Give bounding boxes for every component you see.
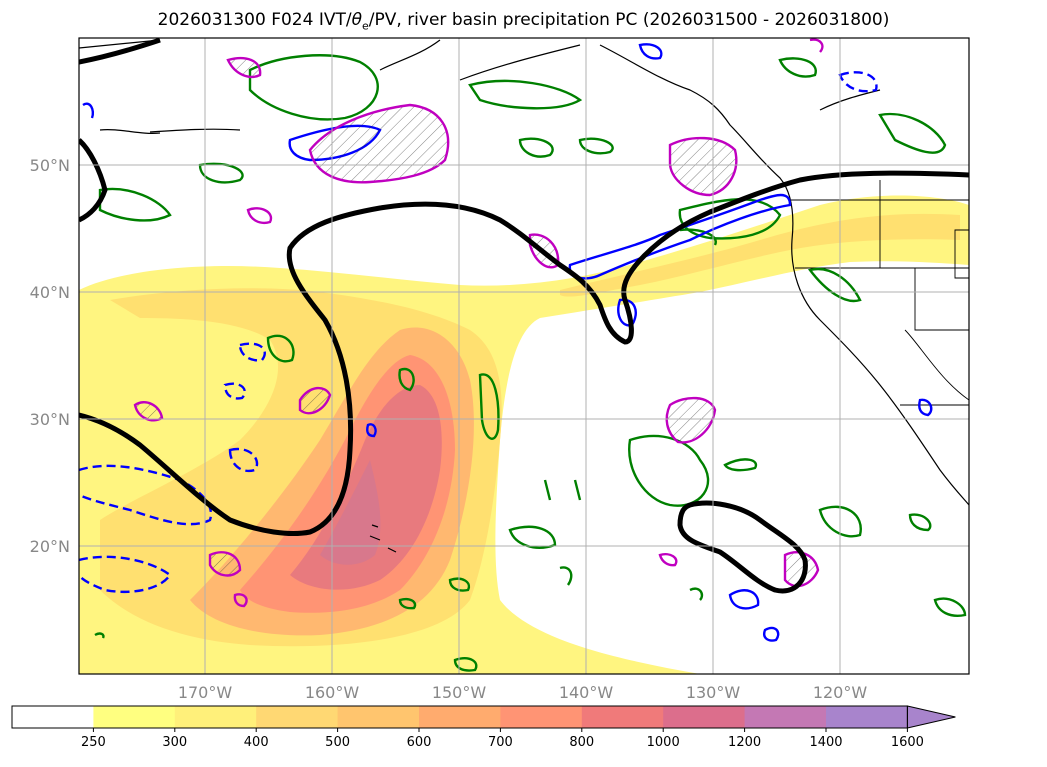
colorbar-tick-label: 400 bbox=[244, 735, 269, 750]
colorbar-tick-label: 300 bbox=[162, 735, 187, 750]
colorbar-tick-label: 1600 bbox=[891, 735, 924, 750]
colorbar-segment bbox=[581, 706, 664, 728]
colorbar-tick-label: 250 bbox=[81, 735, 106, 750]
colorbar-tick-label: 1000 bbox=[647, 735, 680, 750]
ivt-level-1200 bbox=[320, 460, 381, 565]
map-frame bbox=[78, 37, 970, 675]
colorbar-segment bbox=[419, 706, 501, 728]
lon-label-150w: 150°W bbox=[432, 683, 487, 702]
colorbar-extend-arrow bbox=[906, 705, 956, 729]
lon-label-120w: 120°W bbox=[813, 683, 868, 702]
lon-label-130w: 130°W bbox=[686, 683, 741, 702]
lat-label-50n: 50°N bbox=[30, 156, 70, 175]
map-title: 2026031300 F024 IVT/θe/PV, river basin p… bbox=[157, 10, 890, 33]
latitude-labels: 50°N 40°N 30°N 20°N bbox=[30, 156, 70, 556]
lon-label-170w: 170°W bbox=[178, 683, 233, 702]
ivt-level-300-jet bbox=[560, 213, 960, 297]
colorbar-segment bbox=[500, 706, 583, 728]
colorbar-tick-label: 1200 bbox=[728, 735, 761, 750]
colorbar-segment bbox=[744, 706, 827, 728]
colorbar-tick-label: 1400 bbox=[809, 735, 842, 750]
colorbar-tick-label: 600 bbox=[407, 735, 432, 750]
state-borders bbox=[790, 180, 969, 406]
lat-label-20n: 20°N bbox=[30, 537, 70, 556]
colorbar-frame bbox=[11, 705, 908, 729]
colorbar-segment bbox=[256, 706, 339, 728]
colorbar: 250 300 400 500 600 700 800 1000 1200 1400 1600 bbox=[11, 705, 956, 750]
graticule bbox=[79, 38, 969, 674]
theta-e-green-contours bbox=[94, 54, 967, 672]
pv-black-contours bbox=[79, 38, 969, 594]
colorbar-segment bbox=[174, 706, 257, 728]
colorbar-segment bbox=[826, 706, 908, 728]
longitude-labels: 170°W 160°W 150°W 140°W 130°W 120°W bbox=[178, 683, 868, 702]
lat-label-30n: 30°N bbox=[30, 410, 70, 429]
lon-label-160w: 160°W bbox=[305, 683, 360, 702]
colorbar-segment bbox=[337, 706, 420, 728]
colorbar-tick-label: 700 bbox=[488, 735, 513, 750]
coastlines bbox=[79, 39, 969, 553]
lat-label-40n: 40°N bbox=[30, 283, 70, 302]
colorbar-tick-label: 800 bbox=[569, 735, 594, 750]
lon-label-140w: 140°W bbox=[559, 683, 614, 702]
colorbar-segment bbox=[663, 706, 746, 728]
colorbar-tick-label: 500 bbox=[325, 735, 350, 750]
pv-magenta-contours bbox=[133, 38, 824, 608]
colorbar-segment bbox=[12, 706, 94, 728]
colorbar-segment bbox=[93, 706, 176, 728]
